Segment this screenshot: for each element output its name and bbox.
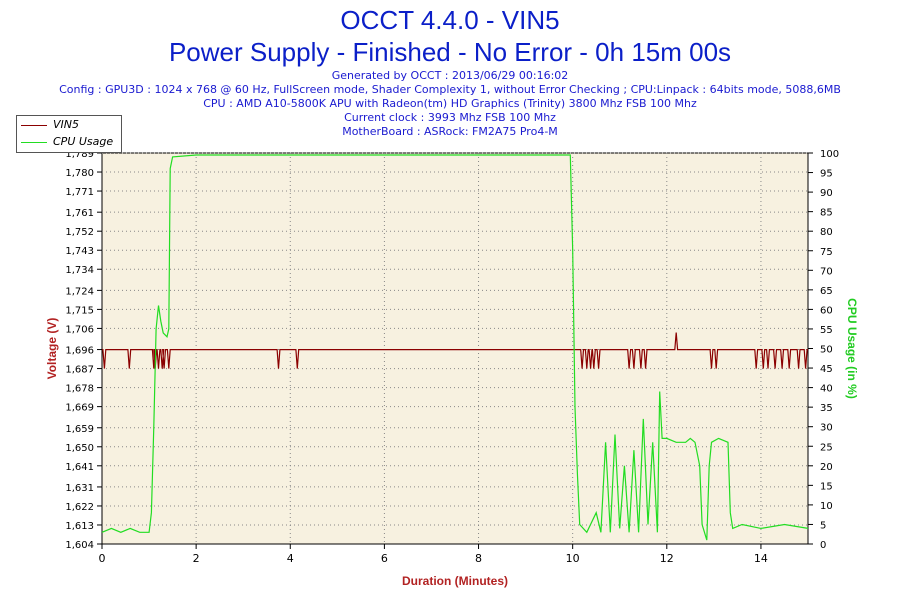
- legend-entry-cpu: CPU Usage: [21, 135, 113, 149]
- y-left-tick-label: 1,752: [65, 227, 94, 238]
- cpu-usage-series-line: [101, 154, 809, 541]
- y-right-tick-label: 45: [820, 364, 833, 375]
- y-right-tick-label: 90: [820, 188, 833, 199]
- y-right-axis-label: CPU Usage (in %): [845, 298, 859, 399]
- y-left-tick-label: 1,631: [65, 483, 94, 494]
- y-left-tick-label: 1,696: [65, 346, 94, 357]
- info-generated: Generated by OCCT : 2013/06/29 00:16:02: [331, 69, 569, 82]
- y-left-tick-label: 1,687: [65, 365, 94, 376]
- y-left-tick-label: 1,724: [65, 286, 94, 297]
- chart-title: OCCT 4.4.0 - VIN5: [340, 5, 560, 35]
- x-tick-label: 6: [381, 552, 388, 565]
- y-right-tick-label: 65: [820, 286, 833, 297]
- y-right-tick-label: 0: [820, 540, 826, 551]
- info-config: Config : GPU3D : 1024 x 768 @ 60 Hz, Ful…: [59, 83, 841, 96]
- y-left-tick-label: 1,715: [65, 305, 94, 316]
- y-right-tick-label: 40: [820, 384, 833, 395]
- x-tick-label: 10: [566, 552, 580, 565]
- legend-swatch-vin5: [21, 124, 47, 126]
- plot-background: [101, 152, 809, 545]
- y-right-tick-label: 75: [820, 247, 833, 258]
- x-tick-label: 8: [475, 552, 482, 565]
- y-right-tick-label: 20: [820, 462, 833, 473]
- legend-entry-vin5: VIN5: [21, 118, 79, 132]
- x-tick-label: 4: [287, 552, 294, 565]
- x-tick-label: 2: [193, 552, 200, 565]
- x-tick-label: 14: [754, 552, 768, 565]
- y-right-tick-label: 80: [820, 227, 833, 238]
- x-axis-label: Duration (Minutes): [402, 574, 508, 588]
- y-left-tick-label: 1,613: [65, 521, 94, 532]
- y-left-tick-label: 1,743: [65, 246, 94, 257]
- legend: VIN5 CPU Usage: [16, 115, 122, 153]
- legend-label-cpu: CPU Usage: [53, 135, 114, 148]
- y-left-tick-label: 1,706: [65, 324, 94, 335]
- y-right-tick-label: 85: [820, 208, 833, 219]
- x-tick-label: 0: [99, 552, 106, 565]
- y-left-axis-label: Voltage (V): [45, 318, 59, 380]
- legend-label-vin5: VIN5: [53, 118, 79, 131]
- y-right-tick-label: 10: [820, 501, 833, 512]
- info-motherboard: MotherBoard : ASRock: FM2A75 Pro4-M: [342, 125, 558, 138]
- y-left-tick-label: 1,734: [65, 265, 94, 276]
- y-left-tick-label: 1,641: [65, 462, 94, 473]
- x-tick-label: 12: [660, 552, 674, 565]
- y-left-tick-label: 1,789: [65, 149, 94, 160]
- y-right-tick-label: 25: [820, 442, 833, 453]
- y-left-tick-label: 1,669: [65, 403, 94, 414]
- y-right-tick-label: 95: [820, 169, 833, 180]
- y-right-tick-label: 50: [820, 345, 833, 356]
- y-left-tick-label: 1,678: [65, 384, 94, 395]
- y-right-tick-label: 70: [820, 266, 833, 277]
- y-right-tick-label: 5: [820, 520, 826, 531]
- y-right-tick-label: 55: [820, 325, 833, 336]
- y-right-tick-label: 100: [820, 149, 839, 160]
- y-left-tick-label: 1,604: [65, 540, 94, 551]
- y-right-tick-label: 15: [820, 481, 833, 492]
- vin5-series-line: [102, 332, 808, 369]
- y-right-tick-label: 60: [820, 305, 833, 316]
- y-left-tick-label: 1,650: [65, 443, 94, 454]
- info-cpu: CPU : AMD A10-5800K APU with Radeon(tm) …: [203, 97, 697, 110]
- chart-subtitle: Power Supply - Finished - No Error - 0h …: [168, 37, 732, 67]
- y-left-tick-label: 1,622: [65, 502, 94, 513]
- y-right-tick-label: 30: [820, 423, 833, 434]
- y-left-tick-label: 1,659: [65, 424, 94, 435]
- y-left-tick-label: 1,780: [65, 168, 94, 179]
- y-left-tick-label: 1,771: [65, 187, 94, 198]
- info-clock: Current clock : 3993 Mhz FSB 100 Mhz: [344, 111, 556, 124]
- y-left-tick-label: 1,761: [65, 208, 94, 219]
- legend-swatch-cpu: [21, 141, 47, 143]
- y-right-tick-label: 35: [820, 403, 833, 414]
